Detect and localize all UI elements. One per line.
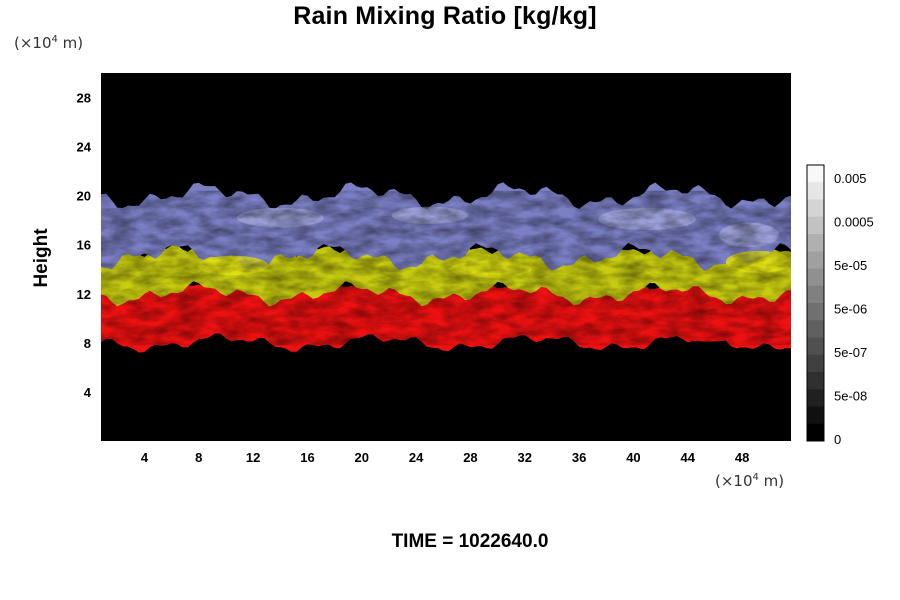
x-tick-label: 12 [246,450,260,465]
y-tick-label: 20 [77,189,91,204]
colorbar-label: 5e-05 [834,258,867,273]
field-texture [101,190,791,346]
colorbar-frame [806,164,825,442]
y-tick-label: 24 [77,140,92,155]
colorbar: 0.005 0.0005 5e-05 5e-06 5e-07 5e-08 0 [806,164,874,447]
x-tick-label: 16 [300,450,314,465]
chart-title: Rain Mixing Ratio [kg/kg] [293,2,597,30]
time-label: TIME = 1022640.0 [391,531,549,552]
colorbar-swatch [807,182,824,200]
colorbar-label: 0.005 [834,171,867,186]
y-tick-label: 16 [77,238,91,253]
plot-area [101,73,791,441]
colorbar-swatch [807,406,824,425]
colorbar-label: 5e-07 [834,345,867,360]
colorbar-swatch [807,423,824,442]
y-tick-label: 8 [84,336,91,351]
x-tick-label: 28 [463,450,477,465]
colorbar-label: 5e-08 [834,389,867,404]
colorbar-swatch [807,337,824,356]
y-tick-label: 12 [77,287,91,302]
colorbar-swatch [807,354,824,373]
colorbar-swatch [807,389,824,407]
y-axis-ticks: 4 8 12 16 20 24 28 [77,91,92,400]
colorbar-swatch [807,285,824,304]
colorbar-swatch [807,303,824,321]
colorbar-swatch [807,320,824,338]
colorbar-swatch [807,199,824,218]
colorbar-label: 0 [834,432,841,447]
x-tick-label: 8 [195,450,202,465]
x-axis-ticks: 4 8 12 16 20 24 28 32 36 40 44 48 [141,450,749,465]
colorbar-swatch [807,165,824,183]
colorbar-swatch [807,268,824,287]
x-tick-label: 4 [141,450,149,465]
colorbar-swatch [807,216,824,235]
x-tick-label: 48 [735,450,749,465]
x-tick-label: 24 [409,450,424,465]
colorbar-swatch [807,234,824,252]
colorbar-swatch [807,251,824,269]
colorbar-swatch [807,372,824,390]
y-axis-unit: (×104 m) [14,34,84,52]
colorbar-label: 5e-06 [834,302,867,317]
y-tick-label: 4 [84,385,92,400]
x-tick-label: 32 [518,450,532,465]
colorbar-label: 0.0005 [834,215,874,230]
x-tick-label: 44 [681,450,696,465]
x-axis-unit: (×104 m) [715,472,785,490]
x-tick-label: 36 [572,450,586,465]
x-tick-label: 40 [626,450,640,465]
x-tick-label: 20 [355,450,369,465]
y-tick-label: 28 [77,91,91,106]
rain-field [101,182,791,353]
